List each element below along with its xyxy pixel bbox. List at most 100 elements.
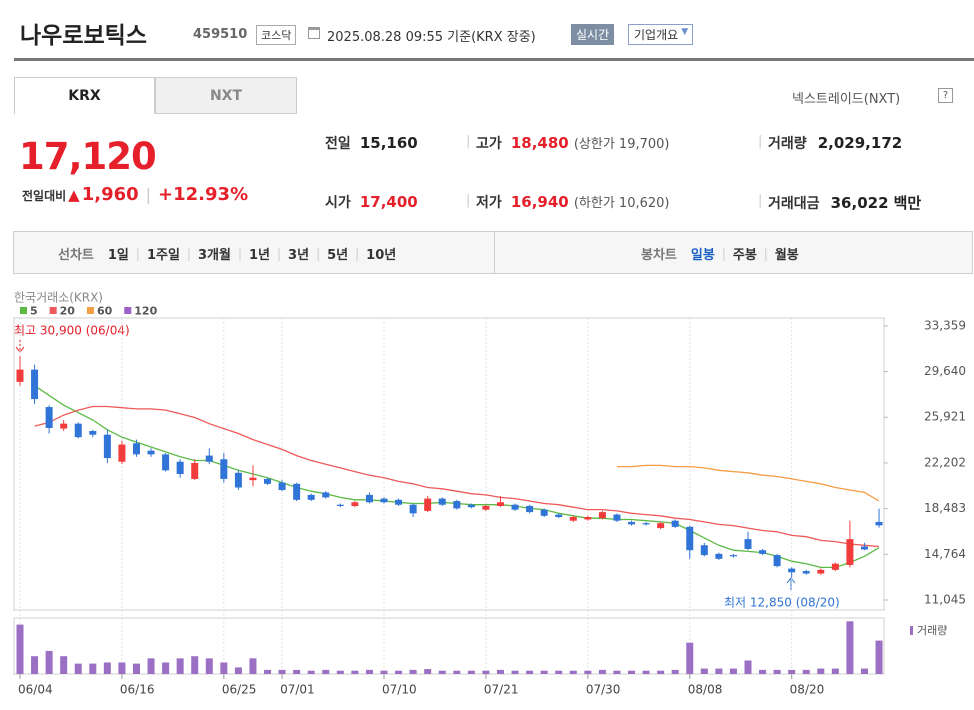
volume-bar (729, 668, 737, 674)
item-value: 2,029,172 (817, 134, 903, 152)
tab-krx[interactable]: KRX (14, 77, 155, 114)
volume-frame (13, 617, 885, 675)
candle-body (569, 517, 577, 521)
tab-nxt[interactable]: NXT (155, 77, 297, 114)
legend-label: 20 (60, 305, 76, 318)
period-button[interactable]: 5년 (327, 248, 349, 263)
volume-bar (31, 656, 39, 674)
separator: | (237, 246, 242, 261)
volume-bar (89, 663, 97, 674)
timestamp: 2025.08.28 09:55 기준(KRX 장중) (327, 30, 536, 45)
separator: | (763, 246, 768, 261)
candle-body (74, 423, 82, 438)
line-chart-label: 선차트 (58, 248, 94, 263)
company-menu[interactable]: 기업개요 ▼ (628, 24, 694, 45)
volume-bar (132, 663, 140, 674)
volume-bar (60, 656, 68, 674)
volume-bar (365, 669, 373, 674)
volume-bar (846, 621, 854, 674)
low-arrow (786, 577, 796, 590)
help-icon[interactable]: ? (938, 88, 953, 103)
volume-bar (598, 669, 606, 674)
item-value: 18,480 (510, 134, 569, 152)
y-tick-label: 18,483 (924, 501, 966, 515)
volume-bar (773, 669, 781, 674)
item-label: 거래량 (768, 136, 807, 152)
candle-body (657, 523, 665, 529)
period-button[interactable]: 1주일 (146, 248, 180, 263)
legend-label: 5 (30, 305, 38, 318)
high-annotation: 최고 30,900 (06/04) (14, 324, 130, 338)
volume-bar (176, 658, 184, 674)
candle-body (162, 454, 170, 471)
period-button[interactable]: 주봉 (732, 248, 757, 263)
candle-body (365, 494, 373, 503)
volume-bar (293, 669, 301, 674)
candle-body (103, 434, 111, 459)
volume-bar (584, 670, 592, 674)
volume-bar (395, 670, 403, 674)
legend-swatch (20, 307, 27, 314)
candle-body (729, 555, 737, 557)
ma-line (34, 385, 880, 569)
separator: | (145, 185, 152, 204)
candle-body (234, 472, 242, 488)
item-sub: (하한가 10,620) (573, 196, 670, 211)
volume-bar (278, 669, 286, 674)
candle-body (336, 504, 344, 506)
candle-body (31, 369, 39, 400)
volume-bar (511, 670, 519, 674)
candle-body (860, 546, 868, 550)
candle-body (598, 512, 606, 519)
volume-bar (613, 670, 621, 674)
x-tick-label: 06/16 (120, 683, 155, 697)
volume-bar (831, 668, 839, 674)
volume-bar (715, 668, 723, 674)
volume-bar (307, 670, 315, 674)
candle-body (584, 517, 592, 520)
candle-body (526, 505, 534, 513)
period-button[interactable]: 10년 (366, 248, 397, 263)
separator: | (135, 246, 140, 261)
period-button[interactable]: 1년 (248, 248, 270, 263)
volume-bar (351, 670, 359, 674)
x-tick-label: 07/21 (484, 683, 519, 697)
candle-body (380, 498, 388, 503)
volume-bar (628, 670, 636, 674)
x-tick-label: 07/10 (382, 683, 417, 697)
x-tick-label: 06/04 (18, 683, 53, 697)
candle-body (613, 514, 621, 521)
nxt-link[interactable]: 넥스트레이드(NXT) (792, 92, 901, 107)
candle-body (555, 514, 563, 518)
period-button[interactable]: 월봉 (774, 248, 799, 263)
x-tick-label: 08/20 (790, 683, 825, 697)
item-value: 16,940 (510, 193, 569, 211)
legend-label: 60 (97, 305, 113, 318)
change-sign: ▲ (68, 186, 80, 204)
volume-bar (249, 658, 257, 674)
legend-swatch (49, 307, 57, 314)
period-button[interactable]: 3개월 (197, 248, 231, 263)
period-button[interactable]: 3년 (288, 248, 310, 263)
candle-body (351, 502, 359, 506)
volume-bar (700, 668, 708, 674)
period-button[interactable]: 일봉 (690, 248, 715, 263)
volume-bar (16, 624, 24, 674)
separator: | (758, 193, 763, 208)
period-button[interactable]: 1일 (107, 248, 129, 263)
candle-body (802, 571, 810, 574)
candle-body (249, 477, 257, 481)
chart-title: 한국거래소(KRX) (14, 291, 103, 305)
volume-bar (438, 670, 446, 674)
separator: | (466, 134, 471, 149)
volume-bar (526, 670, 534, 674)
separator: | (186, 246, 191, 261)
change-pct: +12.93% (158, 184, 249, 205)
quote-item: 거래대금 36,022 백만 (768, 192, 921, 213)
realtime-button[interactable]: 실시간 (571, 24, 615, 45)
toolbar (13, 231, 973, 274)
item-unit: 백만 (893, 194, 922, 212)
candle-body (176, 461, 184, 475)
candle-periods: 봉차트 일봉 | 주봉 | 월봉 (641, 244, 799, 264)
